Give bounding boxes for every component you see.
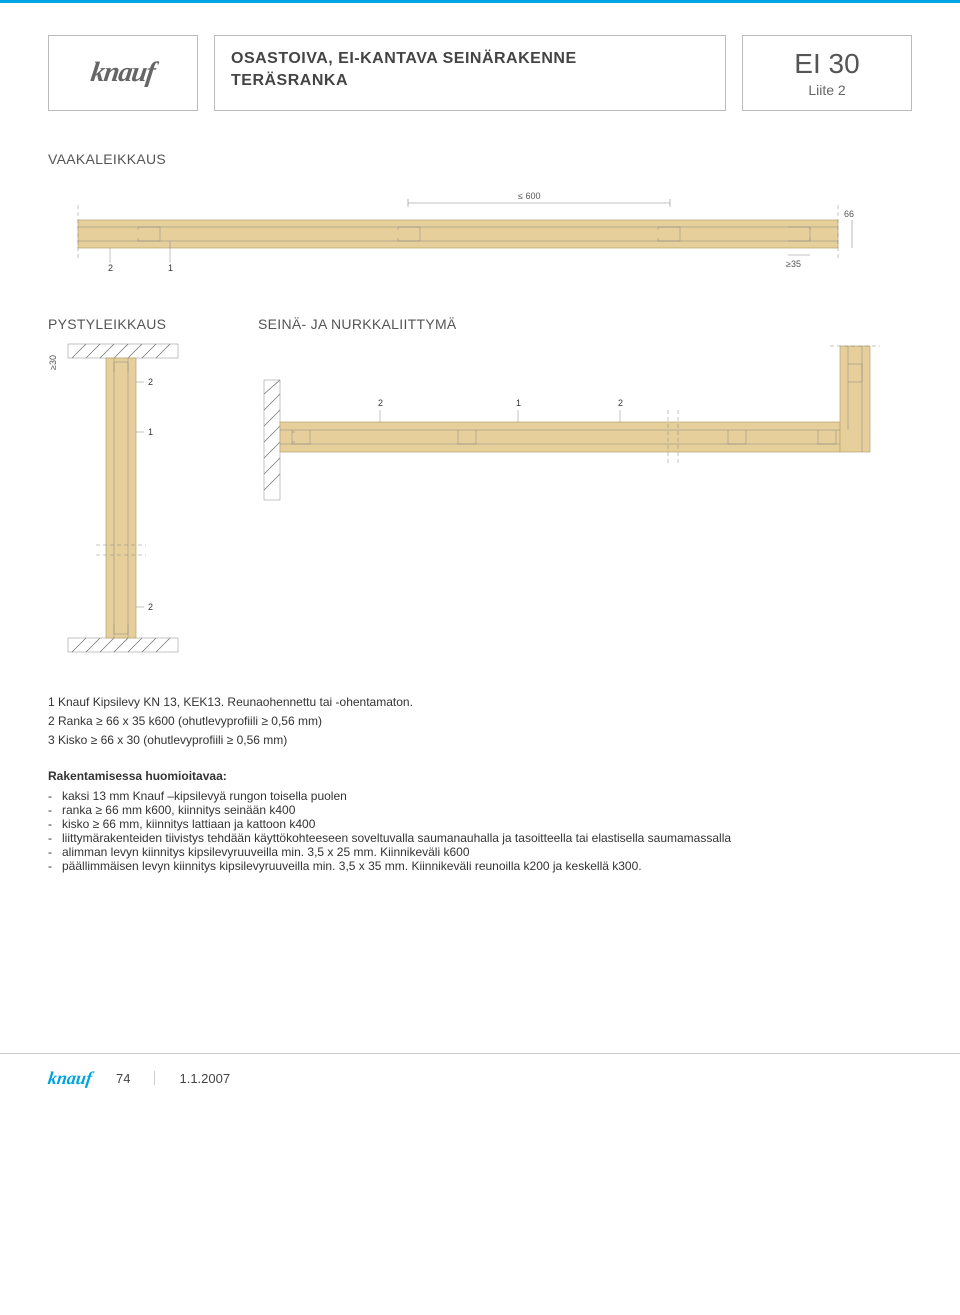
pysty-m2b: 2 — [148, 602, 153, 612]
header-logo-box: knauf — [48, 35, 198, 111]
note-item: ranka ≥ 66 mm k600, kiinnitys seinään k4… — [48, 803, 912, 817]
dim-66: 66 — [844, 209, 854, 219]
dim-600: ≤ 600 — [518, 191, 540, 201]
marker-2: 2 — [108, 263, 113, 273]
page-content: knauf OSASTOIVA, EI-KANTAVA SEINÄRAKENNE… — [0, 3, 960, 893]
seina-block: SEINÄ- JA NURKKALIITTYMÄ — [258, 316, 912, 543]
pysty-m1: 1 — [148, 427, 153, 437]
seina-m2: 2 — [378, 398, 383, 408]
header-row: knauf OSASTOIVA, EI-KANTAVA SEINÄRAKENNE… — [48, 35, 912, 111]
seina-diagram: 2 1 2 — [258, 340, 898, 540]
note-item: alimman levyn kiinnitys kipsilevyruuveil… — [48, 845, 912, 859]
notes-title: Rakentamisessa huomioitavaa: — [48, 769, 912, 783]
note-item: kisko ≥ 66 mm, kiinnitys lattiaan ja kat… — [48, 817, 912, 831]
footer: knauf 74 1.1.2007 — [0, 1053, 960, 1113]
rating-sub: Liite 2 — [808, 82, 845, 98]
pysty-title: PYSTYLEIKKAUS — [48, 316, 198, 332]
legend-block: 1 Knauf Kipsilevy KN 13, KEK13. Reunaohe… — [48, 693, 912, 751]
rating-main: EI 30 — [794, 48, 859, 80]
title-line-1: OSASTOIVA, EI-KANTAVA SEINÄRAKENNE — [231, 48, 709, 70]
pysty-block: PYSTYLEIKKAUS — [48, 316, 198, 663]
knauf-logo: knauf — [89, 57, 157, 89]
notes-list: kaksi 13 mm Knauf –kipsilevyä rungon toi… — [48, 789, 912, 873]
header-title-box: OSASTOIVA, EI-KANTAVA SEINÄRAKENNE TERÄS… — [214, 35, 726, 111]
legend-line-3: 3 Kisko ≥ 66 x 30 (ohutlevyprofiili ≥ 0,… — [48, 731, 912, 750]
dim-35: ≥35 — [786, 259, 801, 269]
notes-block: Rakentamisessa huomioitavaa: kaksi 13 mm… — [48, 769, 912, 873]
pysty-m2a: 2 — [148, 377, 153, 387]
legend-line-1: 1 Knauf Kipsilevy KN 13, KEK13. Reunaohe… — [48, 693, 912, 712]
title-line-2: TERÄSRANKA — [231, 70, 709, 92]
ceiling-hatch-icon — [68, 344, 178, 358]
marker-1: 1 — [168, 263, 173, 273]
left-wall-hatch-icon — [264, 380, 280, 500]
seina-m1: 1 — [516, 398, 521, 408]
legend-line-2: 2 Ranka ≥ 66 x 35 k600 (ohutlevyprofiili… — [48, 712, 912, 731]
rating-box: EI 30 Liite 2 — [742, 35, 912, 111]
pysty-seina-row: PYSTYLEIKKAUS — [48, 316, 912, 663]
floor-hatch-icon — [68, 638, 178, 652]
footer-knauf-logo: knauf — [47, 1068, 94, 1089]
note-item: päällimmäisen levyn kiinnitys kipsilevyr… — [48, 859, 912, 873]
note-item: kaksi 13 mm Knauf –kipsilevyä rungon toi… — [48, 789, 912, 803]
dim-30: ≥30 — [48, 355, 58, 370]
vaaka-block: VAAKALEIKKAUS ≤ 600 6 — [48, 151, 912, 288]
vaaka-diagram: ≤ 600 66 ≥35 2 1 — [48, 175, 868, 285]
footer-separator-icon — [154, 1071, 155, 1085]
footer-page-number: 74 — [116, 1071, 130, 1086]
seina-m2b: 2 — [618, 398, 623, 408]
vaaka-title: VAAKALEIKKAUS — [48, 151, 912, 167]
note-item: liittymärakenteiden tiivistys tehdään kä… — [48, 831, 912, 845]
footer-date: 1.1.2007 — [179, 1071, 230, 1086]
pysty-diagram: ≥30 2 1 2 — [48, 340, 198, 660]
seina-title: SEINÄ- JA NURKKALIITTYMÄ — [258, 316, 912, 332]
